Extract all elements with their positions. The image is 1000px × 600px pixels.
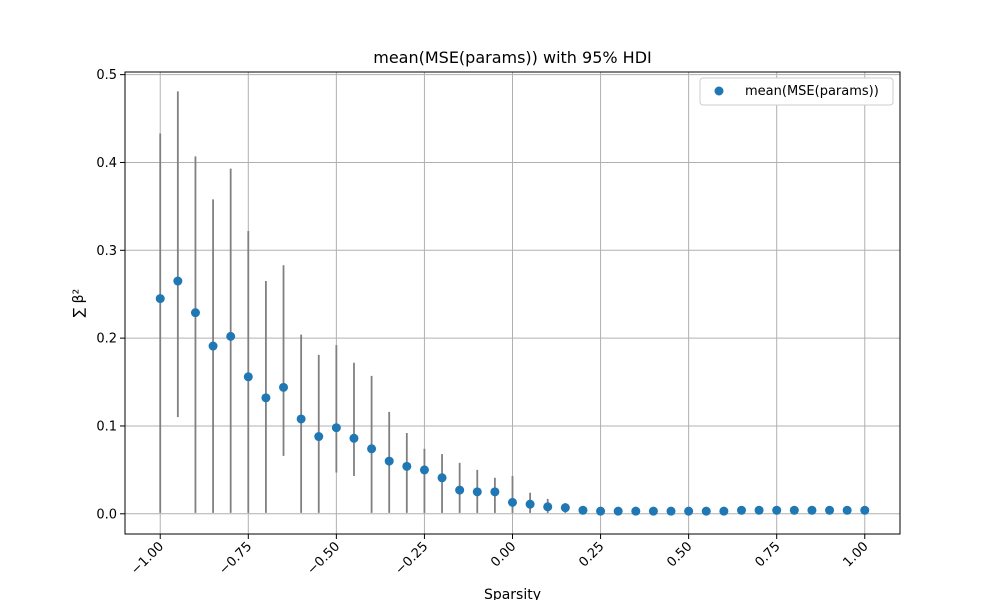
data-point <box>437 473 447 483</box>
data-point <box>314 432 324 442</box>
data-point <box>367 444 377 454</box>
data-point <box>155 294 165 304</box>
data-point <box>631 506 641 516</box>
legend-marker <box>714 86 724 96</box>
y-axis: 0.0 0.1 0.2 0.3 0.4 0.5 <box>96 68 125 522</box>
data-point <box>490 487 500 497</box>
data-point <box>261 393 271 403</box>
data-point <box>789 505 799 515</box>
legend: mean(MSE(params)) <box>699 77 894 106</box>
y-tick-label: 0.2 <box>96 332 117 347</box>
data-point <box>578 505 588 515</box>
data-point <box>560 503 570 513</box>
data-point <box>226 331 236 341</box>
data-point <box>402 461 412 471</box>
legend-box <box>699 77 894 106</box>
y-tick-label: 0.4 <box>96 156 117 171</box>
y-tick-label: 0.3 <box>96 244 117 259</box>
data-point <box>684 506 694 516</box>
data-point <box>349 433 359 443</box>
data-point <box>648 506 658 516</box>
data-point <box>243 372 253 382</box>
data-point <box>208 341 218 351</box>
data-point <box>508 497 517 507</box>
data-point <box>543 502 553 512</box>
y-axis-label: ∑ β² <box>71 289 87 317</box>
data-point <box>754 505 764 515</box>
data-point <box>842 505 852 515</box>
y-tick-label: 0.0 <box>96 507 117 522</box>
data-point <box>190 308 200 318</box>
data-point <box>736 505 746 515</box>
data-point <box>613 506 623 516</box>
data-point <box>666 506 676 516</box>
y-tick-label: 0.5 <box>96 68 117 83</box>
data-points <box>155 276 870 516</box>
data-point <box>472 487 482 497</box>
data-point <box>455 485 465 495</box>
legend-entry-label: mean(MSE(params)) <box>745 84 879 99</box>
chart-title: mean(MSE(params)) with 95% HDI <box>373 48 652 67</box>
data-point <box>701 506 711 516</box>
y-tick-label: 0.1 <box>96 419 117 434</box>
data-point <box>279 382 289 392</box>
grid <box>125 72 900 534</box>
data-point <box>384 456 394 466</box>
data-point <box>860 505 870 515</box>
data-point <box>525 499 535 509</box>
data-point <box>807 505 817 515</box>
x-axis-label: Sparsity <box>484 587 541 600</box>
data-point <box>719 506 729 516</box>
data-point <box>331 423 341 433</box>
data-point <box>596 506 606 516</box>
data-point <box>173 276 183 286</box>
data-point <box>825 505 835 515</box>
data-point <box>772 505 782 515</box>
data-point <box>296 414 306 424</box>
data-point <box>419 465 429 475</box>
